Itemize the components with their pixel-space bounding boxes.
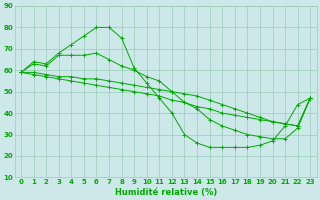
X-axis label: Humidité relative (%): Humidité relative (%) (115, 188, 217, 197)
